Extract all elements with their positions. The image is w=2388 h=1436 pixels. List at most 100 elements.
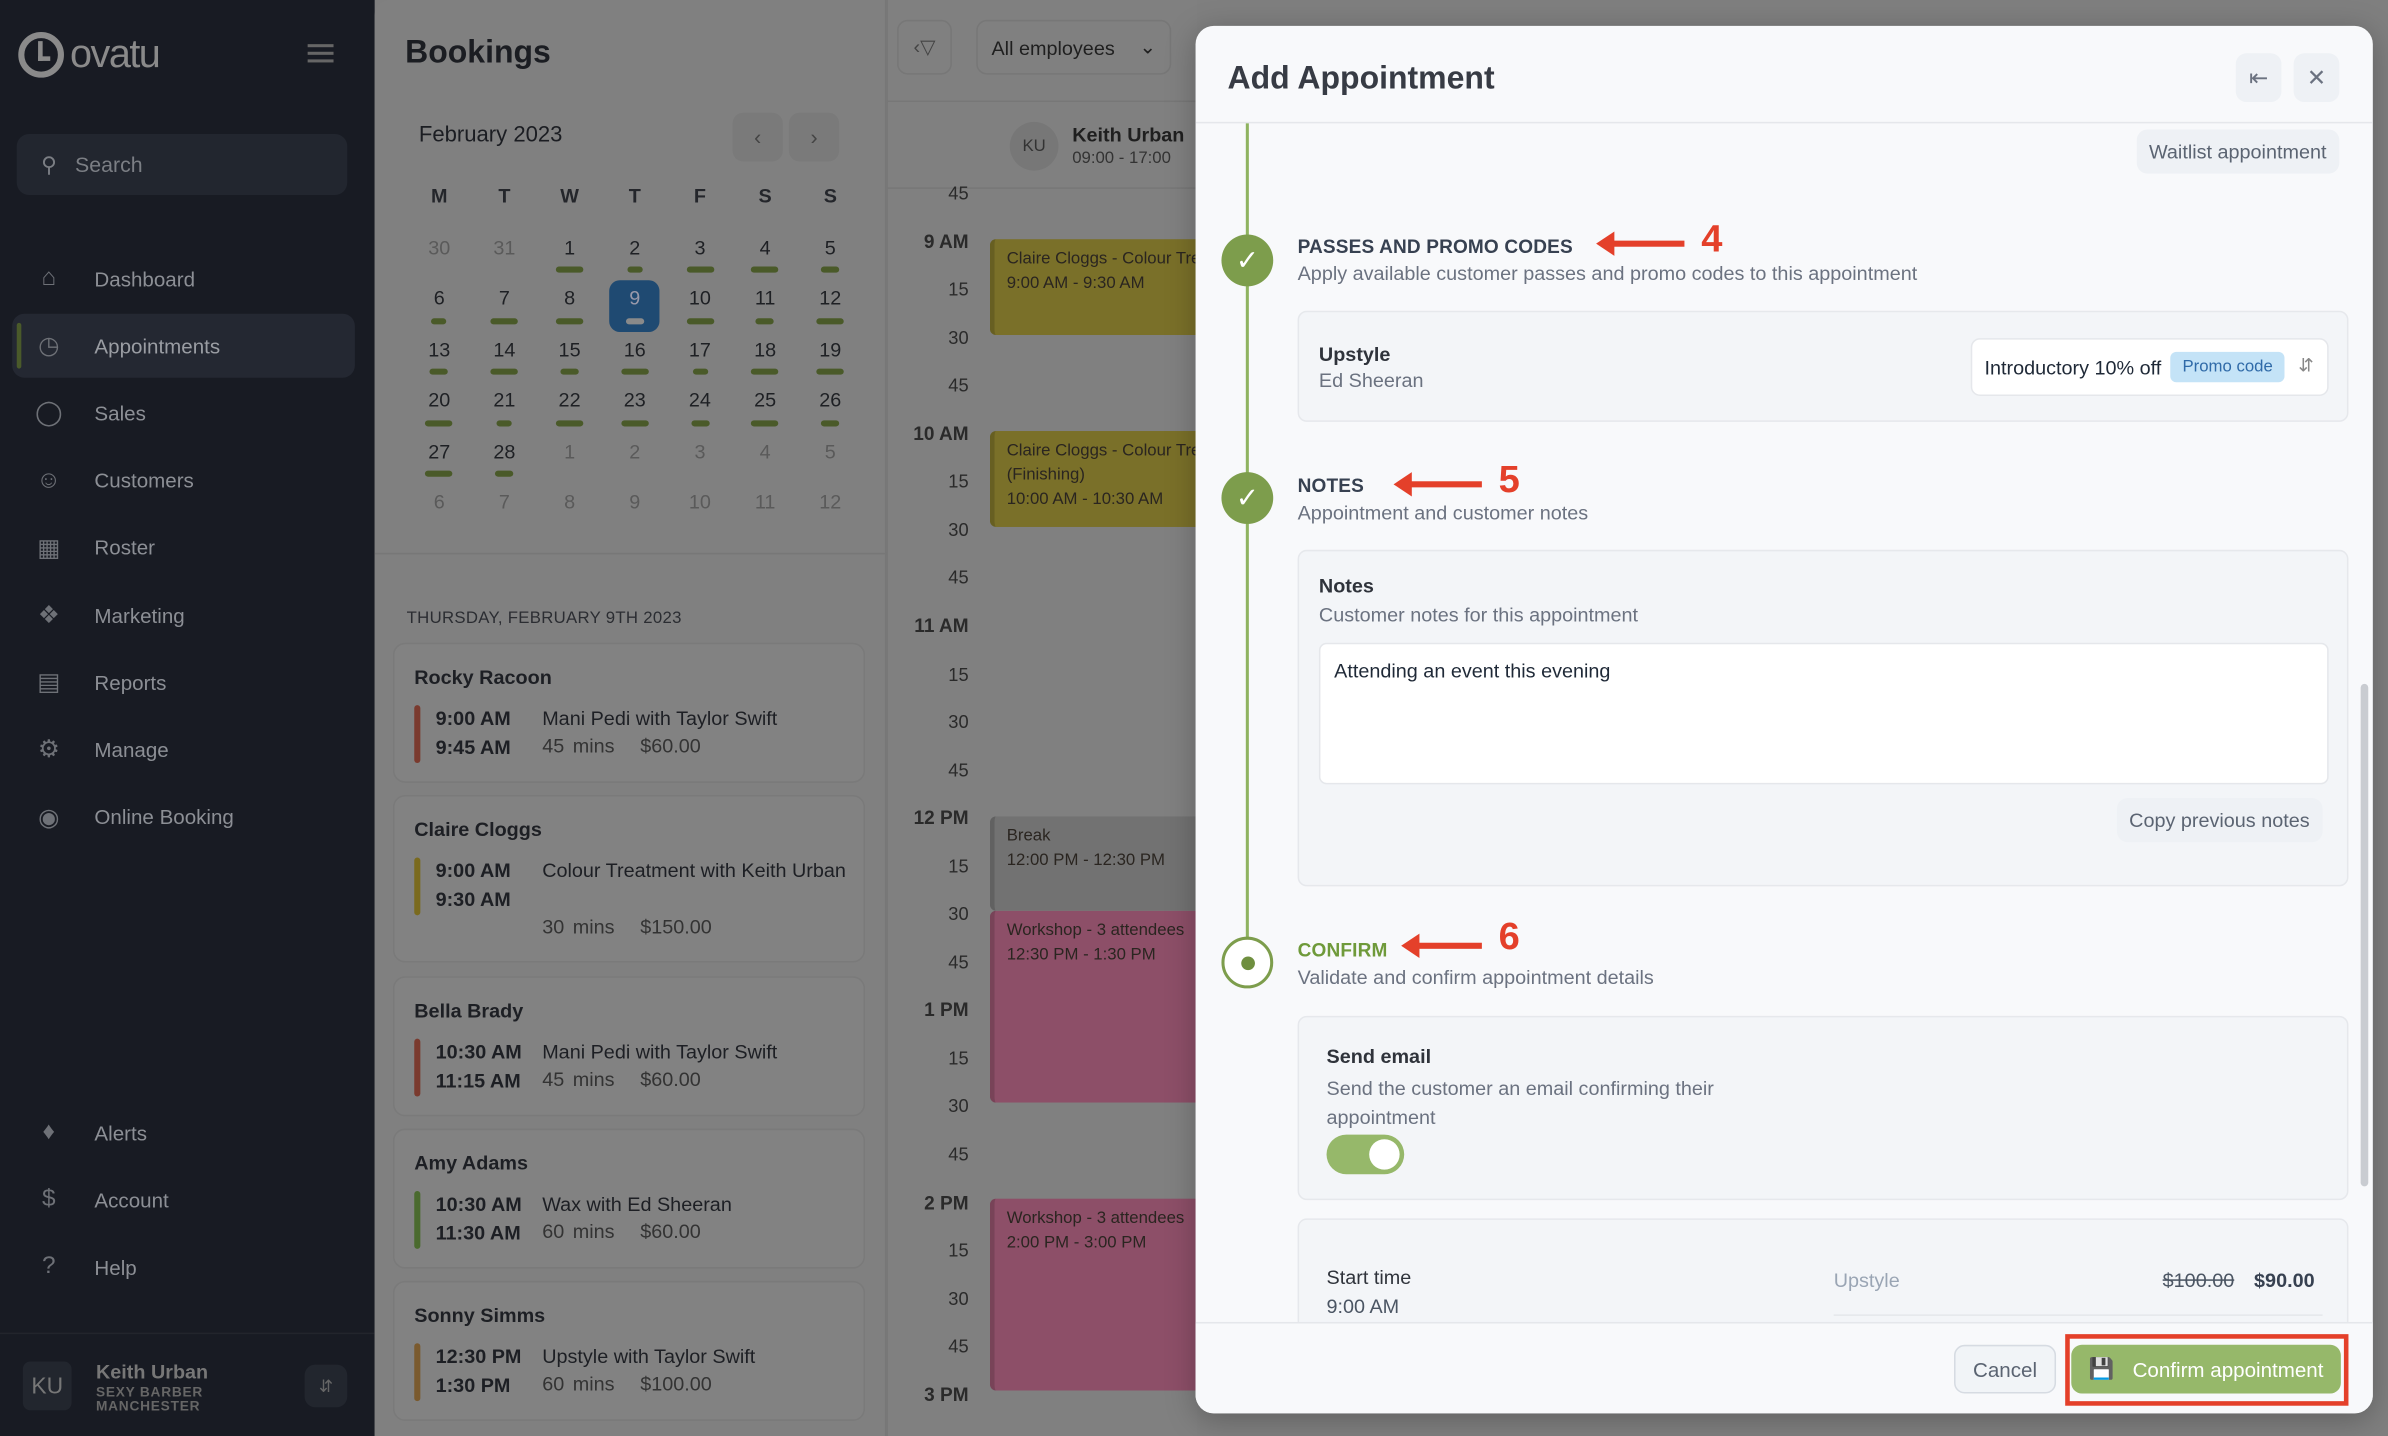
- modal-scrollbar[interactable]: [2360, 683, 2369, 1187]
- cancel-button[interactable]: Cancel: [1954, 1344, 2057, 1394]
- calendar-day[interactable]: 31: [472, 229, 537, 280]
- calendar-day[interactable]: 12: [798, 280, 863, 331]
- employee-filter-select[interactable]: All employees ⌄: [976, 19, 1172, 75]
- calendar-day[interactable]: 3: [667, 433, 732, 484]
- calendar-day[interactable]: 7: [472, 484, 537, 535]
- calendar-day[interactable]: 18: [733, 331, 798, 382]
- calendar-day[interactable]: 12: [798, 484, 863, 535]
- booking-card[interactable]: Rocky Racoon 9:00 AM 9:45 AM Mani Pedi w…: [392, 642, 866, 783]
- prev-month-button[interactable]: ‹: [732, 112, 783, 162]
- calendar-day[interactable]: 15: [537, 331, 602, 382]
- calendar-day[interactable]: 7: [472, 280, 537, 331]
- menu-icon[interactable]: [307, 44, 334, 63]
- calendar-day[interactable]: 10: [667, 280, 732, 331]
- confirm-appointment-button[interactable]: 💾 Confirm appointment: [2071, 1344, 2341, 1394]
- collapse-panel-icon[interactable]: ⇤: [2235, 53, 2282, 103]
- calendar-day[interactable]: 2: [602, 229, 667, 280]
- price: $100.00: [640, 1372, 712, 1396]
- calendar-day[interactable]: 9: [602, 484, 667, 535]
- calendar-event[interactable]: Claire Cloggs - Colour Treatment 9:00 AM …: [989, 239, 1204, 336]
- schedule-view: ‹▽ All employees ⌄ KU Keith Urban 09:00 -…: [886, 0, 1204, 1436]
- calendar-day[interactable]: 21: [472, 382, 537, 433]
- next-month-button[interactable]: ›: [788, 112, 840, 162]
- calendar-event[interactable]: Workshop - 3 attendees 12:30 PM - 1:30 PM: [989, 910, 1204, 1103]
- filter-icon[interactable]: ‹▽: [897, 19, 952, 75]
- copy-previous-notes-button[interactable]: Copy previous notes: [2116, 798, 2322, 843]
- booking-indicator: [751, 419, 779, 426]
- end-time: 11:30 AM: [435, 1221, 521, 1245]
- sidebar-item-marketing[interactable]: ❖ Marketing: [12, 583, 355, 647]
- user-switcher[interactable]: KU Keith Urban SEXY BARBER MANCHESTER ⇵: [0, 1332, 375, 1436]
- day-number: 12: [819, 490, 842, 514]
- sidebar-item-online-booking[interactable]: ◉ Online Booking: [12, 785, 355, 849]
- sidebar-item-appointments[interactable]: ◷ Appointments: [12, 314, 355, 378]
- waitlist-appointment-button[interactable]: Waitlist appointment: [2136, 129, 2339, 174]
- calendar-day[interactable]: 9: [609, 280, 660, 332]
- calendar-day[interactable]: 5: [798, 229, 863, 280]
- calendar-day[interactable]: 10: [667, 484, 732, 535]
- calendar-day[interactable]: 6: [407, 280, 472, 331]
- sidebar-item-roster[interactable]: ▦ Roster: [12, 516, 355, 580]
- calendar-day[interactable]: 25: [733, 382, 798, 433]
- sidebar-item-customers[interactable]: ☺ Customers: [12, 449, 355, 513]
- calendar-day[interactable]: 14: [472, 331, 537, 382]
- tag-icon: ◯: [35, 401, 63, 428]
- close-icon[interactable]: ✕: [2293, 53, 2340, 103]
- calendar-event[interactable]: Claire Cloggs - Colour Treatment (Finishi…: [989, 431, 1204, 527]
- calendar-day[interactable]: 11: [733, 484, 798, 535]
- send-email-toggle[interactable]: [1326, 1134, 1405, 1175]
- chart-icon: ▤: [37, 670, 61, 697]
- calendar-day[interactable]: 22: [537, 382, 602, 433]
- calendar-day[interactable]: 17: [667, 331, 732, 382]
- booking-card[interactable]: Bella Brady 10:30 AM 11:15 AM Mani Pedi …: [392, 976, 866, 1117]
- notes-textarea[interactable]: Attending an event this evening: [1318, 642, 2329, 785]
- calendar-day[interactable]: 6: [407, 484, 472, 535]
- save-icon: 💾: [2088, 1356, 2115, 1380]
- calendar-day[interactable]: 24: [667, 382, 732, 433]
- calendar-day[interactable]: 8: [537, 280, 602, 331]
- discounted-price: $90.00: [2254, 1268, 2315, 1292]
- calendar-day[interactable]: 3: [667, 229, 732, 280]
- sidebar-item-account[interactable]: $ Account: [12, 1168, 355, 1232]
- booking-card[interactable]: Sonny Simms 12:30 PM 1:30 PM Upstyle wit…: [392, 1280, 866, 1421]
- calendar-day[interactable]: 5: [798, 433, 863, 484]
- sidebar-item-label: Customers: [94, 469, 194, 493]
- sidebar-item-dashboard[interactable]: ⌂ Dashboard: [12, 247, 355, 311]
- search-input[interactable]: ⚲ Search: [16, 134, 348, 195]
- annotation-arrow-icon: [1401, 933, 1482, 958]
- calendar-day[interactable]: 27: [407, 433, 472, 484]
- calendar-day[interactable]: 1: [537, 229, 602, 280]
- calendar-day[interactable]: 20: [407, 382, 472, 433]
- weekday-label: F: [693, 184, 707, 208]
- calendar-event[interactable]: Workshop - 3 attendees 2:00 PM - 3:00 PM: [989, 1198, 1204, 1391]
- calendar-day[interactable]: 16: [602, 331, 667, 382]
- calendar-event[interactable]: Break 12:00 PM - 12:30 PM: [989, 816, 1204, 911]
- day-number: 7: [498, 286, 510, 310]
- promo-code-select[interactable]: Introductory 10% off Promo code ⇵: [1970, 338, 2329, 396]
- time-label: 2 PM: [924, 1191, 969, 1214]
- booking-indicator: [625, 317, 644, 324]
- calendar-day[interactable]: 23: [602, 382, 667, 433]
- ovatu-logo[interactable]: ovatu: [18, 30, 161, 77]
- calendar-day[interactable]: 8: [537, 484, 602, 535]
- sidebar-item-manage[interactable]: ⚙ Manage: [12, 718, 355, 782]
- chevron-up-down-icon[interactable]: ⇵: [304, 1364, 348, 1408]
- calendar-day[interactable]: 26: [798, 382, 863, 433]
- calendar-day[interactable]: 4: [733, 433, 798, 484]
- sidebar-item-reports[interactable]: ▤ Reports: [12, 651, 355, 715]
- service: Wax with Ed Sheeran: [542, 1192, 732, 1216]
- sidebar-item-alerts[interactable]: ♦ Alerts: [12, 1101, 355, 1165]
- calendar-day[interactable]: 19: [798, 331, 863, 382]
- sidebar-item-help[interactable]: ? Help: [12, 1235, 355, 1299]
- day-number: 5: [824, 439, 836, 463]
- calendar-day[interactable]: 13: [407, 331, 472, 382]
- calendar-day[interactable]: 2: [602, 433, 667, 484]
- calendar-day[interactable]: 30: [407, 229, 472, 280]
- calendar-day[interactable]: 4: [733, 229, 798, 280]
- sidebar-item-sales[interactable]: ◯ Sales: [12, 381, 355, 445]
- calendar-day[interactable]: 1: [537, 433, 602, 484]
- booking-card[interactable]: Amy Adams 10:30 AM 11:30 AM Wax with Ed …: [392, 1128, 866, 1269]
- calendar-day[interactable]: 11: [733, 280, 798, 331]
- calendar-day[interactable]: 28: [472, 433, 537, 484]
- booking-card[interactable]: Claire Cloggs 9:00 AM 9:30 AM Colour Tre…: [392, 795, 866, 963]
